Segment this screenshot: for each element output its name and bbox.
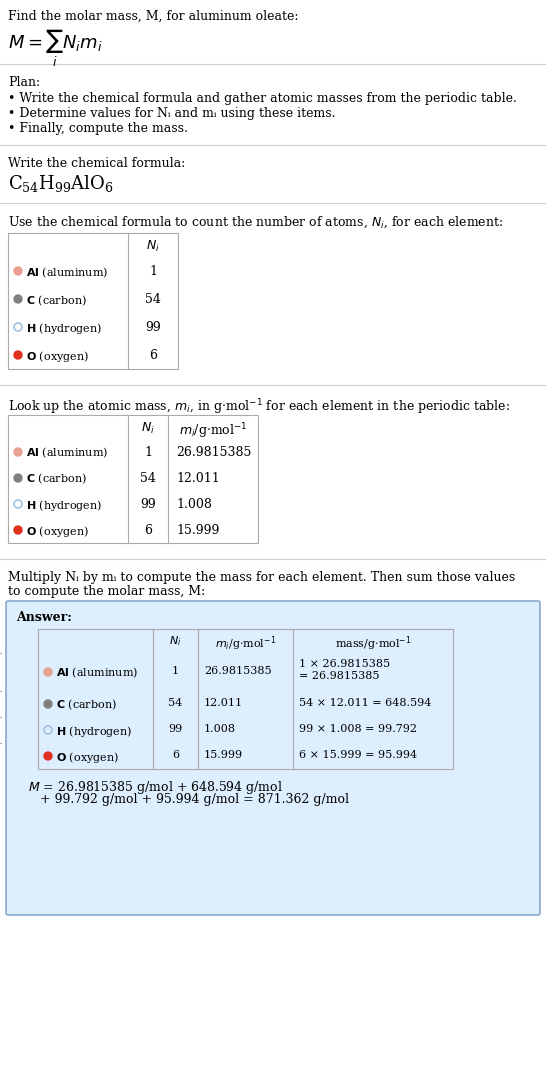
Text: $N_i$: $N_i$ xyxy=(169,634,182,648)
Text: 99: 99 xyxy=(145,321,161,334)
Text: $\bf{Al}$ (aluminum): $\bf{Al}$ (aluminum) xyxy=(26,265,108,280)
Text: $\bf{C}$ (carbon): $\bf{C}$ (carbon) xyxy=(56,698,117,712)
Text: 1.008: 1.008 xyxy=(204,724,236,734)
Text: $\bf{C}$ (carbon): $\bf{C}$ (carbon) xyxy=(26,472,87,486)
Text: = 26.9815385: = 26.9815385 xyxy=(299,671,379,681)
Text: + 99.792 g/mol + 95.994 g/mol = 871.362 g/mol: + 99.792 g/mol + 95.994 g/mol = 871.362 … xyxy=(40,793,349,806)
Text: 12.011: 12.011 xyxy=(204,698,243,708)
Text: $\bf{H}$ (hydrogen): $\bf{H}$ (hydrogen) xyxy=(26,498,102,513)
Text: Look up the atomic mass, $m_i$, in g$\cdot$mol$^{-1}$ for each element in the pe: Look up the atomic mass, $m_i$, in g$\cd… xyxy=(8,397,510,416)
Circle shape xyxy=(14,448,22,456)
Text: 54 × 12.011 = 648.594: 54 × 12.011 = 648.594 xyxy=(299,698,431,708)
Bar xyxy=(8,233,178,369)
Text: 54: 54 xyxy=(140,472,156,485)
Bar xyxy=(38,629,453,769)
Text: • Determine values for Nᵢ and mᵢ using these items.: • Determine values for Nᵢ and mᵢ using t… xyxy=(8,107,335,121)
Text: 15.999: 15.999 xyxy=(176,524,219,537)
Text: $\bf{O}$ (oxygen): $\bf{O}$ (oxygen) xyxy=(26,349,89,364)
Text: Multiply Nᵢ by mᵢ to compute the mass for each element. Then sum those values: Multiply Nᵢ by mᵢ to compute the mass fo… xyxy=(8,571,515,584)
Text: 1.008: 1.008 xyxy=(176,498,212,511)
Text: 1: 1 xyxy=(149,265,157,278)
Circle shape xyxy=(44,668,52,676)
Text: 6: 6 xyxy=(144,524,152,537)
Text: 99: 99 xyxy=(168,724,182,734)
Text: Answer:: Answer: xyxy=(16,611,72,624)
Circle shape xyxy=(14,267,22,275)
Text: Use the chemical formula to count the number of atoms, $N_i$, for each element:: Use the chemical formula to count the nu… xyxy=(8,215,503,230)
Text: $\it{M}$ = 26.9815385 g/mol + 648.594 g/mol: $\it{M}$ = 26.9815385 g/mol + 648.594 g/… xyxy=(28,779,283,796)
Text: 99 × 1.008 = 99.792: 99 × 1.008 = 99.792 xyxy=(299,724,417,734)
Text: $\bf{O}$ (oxygen): $\bf{O}$ (oxygen) xyxy=(26,524,89,539)
Text: • Write the chemical formula and gather atomic masses from the periodic table.: • Write the chemical formula and gather … xyxy=(8,93,517,105)
Text: $M = \sum_i N_i m_i$: $M = \sum_i N_i m_i$ xyxy=(8,28,103,69)
Text: 54: 54 xyxy=(168,698,182,708)
Circle shape xyxy=(14,526,22,534)
Text: $N_i$: $N_i$ xyxy=(146,239,160,254)
Text: 26.9815385: 26.9815385 xyxy=(176,445,251,459)
Text: $\bf{Al}$ (aluminum): $\bf{Al}$ (aluminum) xyxy=(56,666,138,680)
Circle shape xyxy=(14,351,22,359)
Text: 15.999: 15.999 xyxy=(204,750,243,760)
Text: $\bf{H}$ (hydrogen): $\bf{H}$ (hydrogen) xyxy=(26,321,102,336)
Text: $\bf{O}$ (oxygen): $\bf{O}$ (oxygen) xyxy=(56,750,119,765)
Text: 12.011: 12.011 xyxy=(176,472,219,485)
Text: 6: 6 xyxy=(149,349,157,362)
Text: 99: 99 xyxy=(140,498,156,511)
Text: to compute the molar mass, M:: to compute the molar mass, M: xyxy=(8,585,205,598)
Text: 1 × 26.9815385: 1 × 26.9815385 xyxy=(299,659,390,669)
Text: $\bf{C}$ (carbon): $\bf{C}$ (carbon) xyxy=(26,293,87,308)
Text: 6 × 15.999 = 95.994: 6 × 15.999 = 95.994 xyxy=(299,750,417,760)
Text: $N_i$: $N_i$ xyxy=(141,421,155,436)
Text: 1: 1 xyxy=(144,445,152,459)
Text: 54: 54 xyxy=(145,293,161,306)
Text: $\bf{H}$ (hydrogen): $\bf{H}$ (hydrogen) xyxy=(56,724,132,739)
Text: Write the chemical formula:: Write the chemical formula: xyxy=(8,157,185,170)
Circle shape xyxy=(44,752,52,760)
Text: $m_i$/g$\cdot$mol$^{-1}$: $m_i$/g$\cdot$mol$^{-1}$ xyxy=(215,634,276,653)
Bar xyxy=(8,415,258,543)
Circle shape xyxy=(44,700,52,708)
Text: 26.9815385: 26.9815385 xyxy=(204,666,271,676)
Circle shape xyxy=(14,475,22,482)
Text: 1: 1 xyxy=(172,666,179,676)
Text: mass/g$\cdot$mol$^{-1}$: mass/g$\cdot$mol$^{-1}$ xyxy=(335,634,411,653)
FancyBboxPatch shape xyxy=(6,601,540,915)
Text: • Finally, compute the mass.: • Finally, compute the mass. xyxy=(8,122,188,134)
Circle shape xyxy=(14,295,22,303)
Text: $m_i$/g$\cdot$mol$^{-1}$: $m_i$/g$\cdot$mol$^{-1}$ xyxy=(179,421,247,440)
Text: Plan:: Plan: xyxy=(8,76,40,89)
Text: Find the molar mass, M, for aluminum oleate:: Find the molar mass, M, for aluminum ole… xyxy=(8,10,299,23)
Text: $\bf{Al}$ (aluminum): $\bf{Al}$ (aluminum) xyxy=(26,445,108,461)
Text: 6: 6 xyxy=(172,750,179,760)
Text: $\mathregular{C_{54}H_{99}AlO_6}$: $\mathregular{C_{54}H_{99}AlO_6}$ xyxy=(8,173,114,194)
